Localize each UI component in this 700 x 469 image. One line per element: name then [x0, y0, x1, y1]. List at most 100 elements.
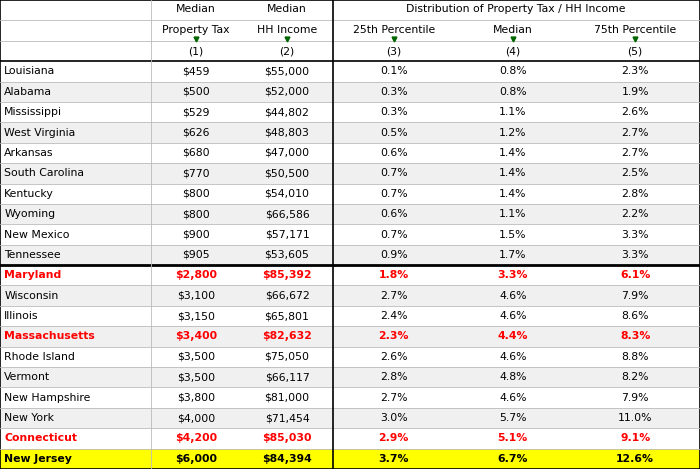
Text: 8.6%: 8.6%: [622, 311, 649, 321]
Text: (5): (5): [628, 47, 643, 57]
Text: Alabama: Alabama: [4, 87, 52, 97]
Text: 3.7%: 3.7%: [379, 454, 409, 464]
Text: 0.3%: 0.3%: [380, 107, 407, 117]
Text: Wyoming: Wyoming: [4, 209, 55, 219]
Text: 2.6%: 2.6%: [380, 352, 407, 362]
Text: $4,200: $4,200: [175, 433, 217, 443]
Text: 25th Percentile: 25th Percentile: [353, 24, 435, 35]
Text: 2.7%: 2.7%: [380, 393, 407, 402]
Text: 75th Percentile: 75th Percentile: [594, 24, 676, 35]
Text: $82,632: $82,632: [262, 332, 312, 341]
Text: (3): (3): [386, 47, 401, 57]
Text: 4.6%: 4.6%: [499, 291, 526, 301]
Text: $3,500: $3,500: [177, 372, 215, 382]
Text: 2.5%: 2.5%: [622, 168, 649, 178]
Text: Distribution of Property Tax / HH Income: Distribution of Property Tax / HH Income: [407, 4, 626, 14]
Bar: [0, 408, 700, 428]
Text: Louisiana: Louisiana: [4, 67, 55, 76]
Text: $44,802: $44,802: [265, 107, 309, 117]
Text: 0.7%: 0.7%: [380, 168, 407, 178]
Text: 6.7%: 6.7%: [498, 454, 528, 464]
Text: $3,150: $3,150: [177, 311, 215, 321]
Text: 8.3%: 8.3%: [620, 332, 650, 341]
Bar: [0, 183, 700, 204]
Text: 0.6%: 0.6%: [380, 209, 407, 219]
Text: $500: $500: [182, 87, 210, 97]
Bar: [0, 20, 700, 41]
Text: $48,803: $48,803: [265, 128, 309, 137]
Text: 2.7%: 2.7%: [622, 128, 649, 137]
Text: Arkansas: Arkansas: [4, 148, 54, 158]
Bar: [0, 245, 700, 265]
Bar: [0, 143, 700, 163]
Text: 1.4%: 1.4%: [499, 189, 526, 199]
Text: $529: $529: [182, 107, 210, 117]
Text: Kentucky: Kentucky: [4, 189, 54, 199]
Text: 4.8%: 4.8%: [499, 372, 526, 382]
Text: 2.6%: 2.6%: [622, 107, 649, 117]
Text: $71,454: $71,454: [265, 413, 309, 423]
Bar: [0, 224, 700, 245]
Text: $85,030: $85,030: [262, 433, 312, 443]
Text: 7.9%: 7.9%: [622, 393, 649, 402]
Text: $53,605: $53,605: [265, 250, 309, 260]
Text: 1.1%: 1.1%: [499, 107, 526, 117]
Text: Wisconsin: Wisconsin: [4, 291, 59, 301]
Bar: [0, 367, 700, 387]
Text: 9.1%: 9.1%: [620, 433, 650, 443]
Text: $459: $459: [182, 67, 210, 76]
Text: 0.1%: 0.1%: [380, 67, 407, 76]
Text: 2.8%: 2.8%: [380, 372, 407, 382]
Text: $800: $800: [182, 189, 210, 199]
Text: $66,117: $66,117: [265, 372, 309, 382]
Bar: [0, 387, 700, 408]
Text: 2.3%: 2.3%: [379, 332, 409, 341]
Text: 5.1%: 5.1%: [498, 433, 528, 443]
Text: West Virginia: West Virginia: [4, 128, 76, 137]
Text: South Carolina: South Carolina: [4, 168, 84, 178]
Text: $3,800: $3,800: [177, 393, 215, 402]
Text: $680: $680: [182, 148, 210, 158]
Text: $55,000: $55,000: [265, 67, 309, 76]
Text: $626: $626: [182, 128, 210, 137]
Bar: [0, 306, 700, 326]
Text: $3,500: $3,500: [177, 352, 215, 362]
Text: 1.5%: 1.5%: [499, 229, 526, 240]
Text: 4.6%: 4.6%: [499, 311, 526, 321]
Bar: [0, 102, 700, 122]
Text: $66,672: $66,672: [265, 291, 309, 301]
Bar: [0, 428, 700, 449]
Text: $2,800: $2,800: [175, 270, 217, 280]
Text: $54,010: $54,010: [265, 189, 309, 199]
Text: (1): (1): [188, 47, 204, 57]
Text: $905: $905: [182, 250, 210, 260]
Text: Mississippi: Mississippi: [4, 107, 62, 117]
Text: 0.9%: 0.9%: [380, 250, 407, 260]
Text: 0.8%: 0.8%: [499, 67, 526, 76]
Text: 1.9%: 1.9%: [622, 87, 649, 97]
Text: 4.6%: 4.6%: [499, 352, 526, 362]
Text: Rhode Island: Rhode Island: [4, 352, 75, 362]
Text: 5.7%: 5.7%: [499, 413, 526, 423]
Text: New Mexico: New Mexico: [4, 229, 70, 240]
Text: 2.7%: 2.7%: [622, 148, 649, 158]
Bar: [0, 286, 700, 306]
Text: 0.3%: 0.3%: [380, 87, 407, 97]
Text: 0.8%: 0.8%: [499, 87, 526, 97]
Text: Massachusetts: Massachusetts: [4, 332, 95, 341]
Text: $6,000: $6,000: [175, 454, 217, 464]
Text: Median: Median: [493, 24, 533, 35]
Text: $66,586: $66,586: [265, 209, 309, 219]
Text: New Jersey: New Jersey: [4, 454, 72, 464]
Text: $84,394: $84,394: [262, 454, 312, 464]
Bar: [0, 326, 700, 347]
Text: HH Income: HH Income: [257, 24, 317, 35]
Bar: [0, 204, 700, 224]
Text: $50,500: $50,500: [265, 168, 309, 178]
Text: 2.8%: 2.8%: [622, 189, 649, 199]
Text: Median: Median: [176, 4, 216, 14]
Text: $770: $770: [182, 168, 210, 178]
Text: 1.4%: 1.4%: [499, 168, 526, 178]
Bar: [0, 163, 700, 183]
Text: $3,100: $3,100: [177, 291, 215, 301]
